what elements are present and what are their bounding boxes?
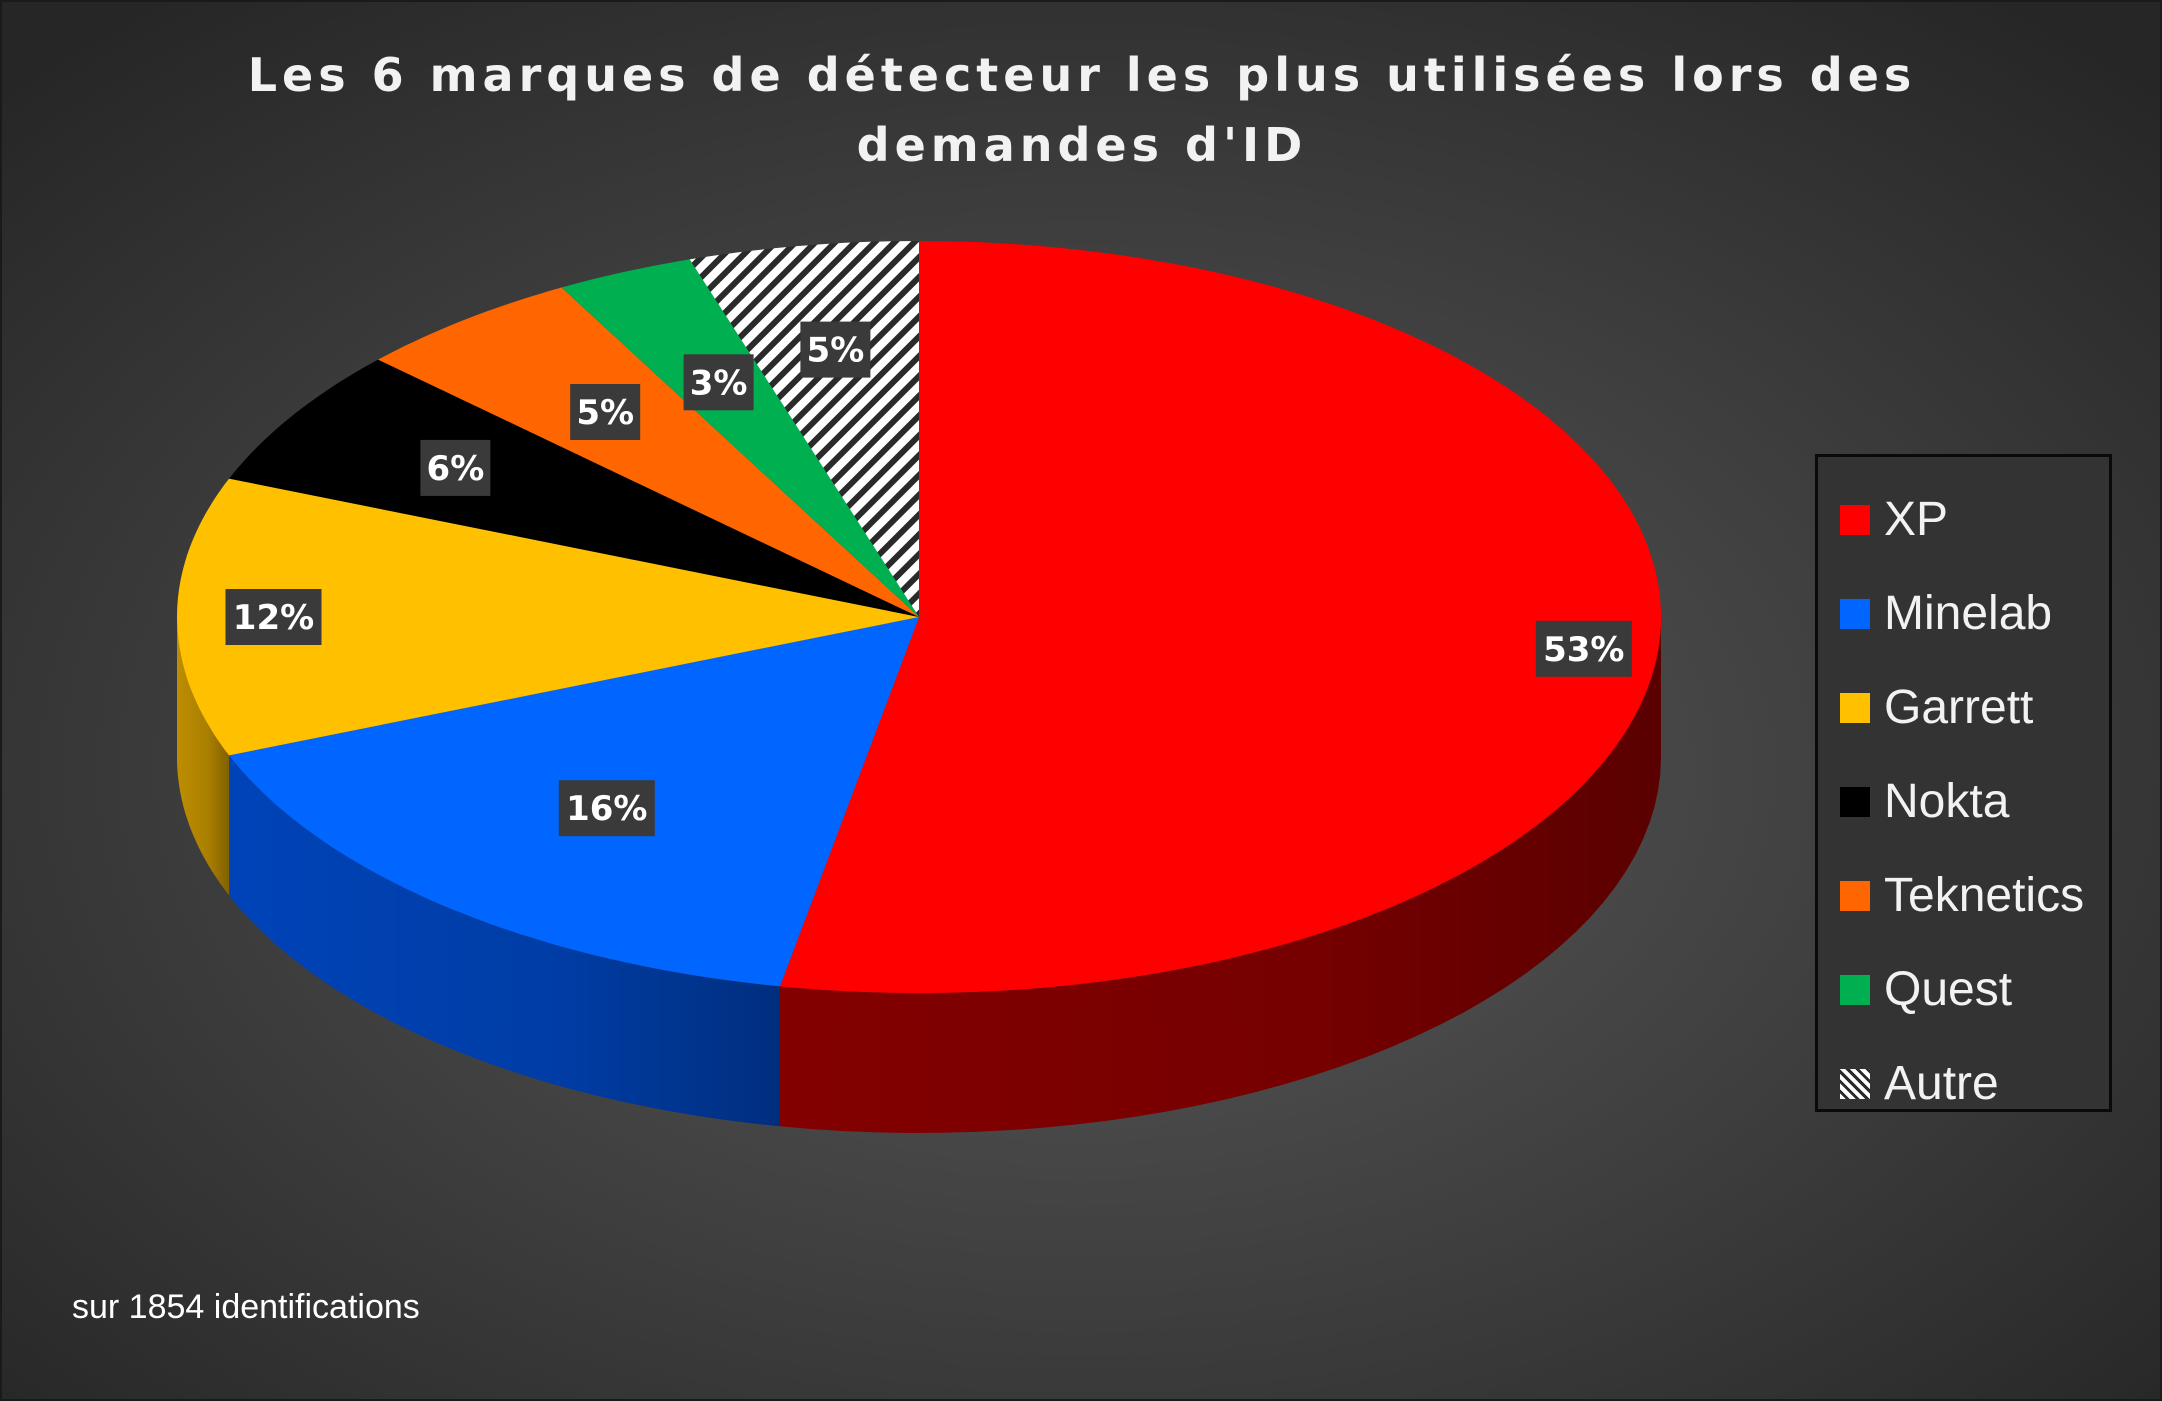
- legend-label: Garrett: [1884, 681, 2034, 734]
- pie-slice-teknetics[interactable]: [378, 287, 920, 618]
- legend-label: Minelab: [1884, 587, 2053, 640]
- legend-swatch-quest: [1840, 975, 1870, 1005]
- chart-title: Les 6 marques de détecteur les plus util…: [202, 40, 1962, 180]
- data-label-box: [570, 384, 641, 440]
- data-label-text: 53%: [1543, 630, 1624, 670]
- pie-data-labels: 53% 16% 12% 6% 5% 3% 5%: [225, 321, 1632, 837]
- data-label-teknetics: 5%: [570, 384, 641, 440]
- data-label-box: [683, 354, 754, 411]
- pie-side-shade-garrett: [177, 617, 230, 896]
- pie-slice-garrett[interactable]: [177, 478, 919, 756]
- legend-label: Autre: [1884, 1057, 1999, 1110]
- data-label-autre: 5%: [800, 321, 871, 378]
- data-label-minelab: 16%: [558, 780, 655, 837]
- data-label-xp: 53%: [1535, 620, 1632, 677]
- data-label-text: 16%: [566, 789, 647, 829]
- data-label-text: 3%: [690, 363, 748, 403]
- legend-item-autre[interactable]: Autre: [1840, 1037, 2109, 1131]
- legend-label: Teknetics: [1884, 869, 2085, 922]
- data-label-text: 12%: [233, 598, 314, 638]
- chart-title-line-2: demandes d'ID: [856, 118, 1308, 172]
- legend-item-nokta[interactable]: Nokta: [1840, 755, 2109, 849]
- chart-title-line-1: Les 6 marques de détecteur les plus util…: [247, 48, 1917, 102]
- legend-label: Nokta: [1884, 775, 2010, 828]
- legend-swatch-nokta: [1840, 787, 1870, 817]
- data-label-text: 6%: [427, 449, 485, 489]
- data-label-box: [225, 589, 322, 645]
- legend: XP Minelab Garrett Nokta Teknetics Quest Autre: [1815, 454, 2112, 1112]
- pie-slice-xp[interactable]: [780, 241, 1661, 993]
- pie-slices: [177, 241, 1661, 993]
- legend-item-minelab[interactable]: Minelab: [1840, 567, 2109, 661]
- legend-swatch-garrett: [1840, 693, 1870, 723]
- data-label-text: 5%: [576, 393, 634, 433]
- legend-swatch-teknetics: [1840, 881, 1870, 911]
- data-label-box: [800, 321, 871, 378]
- legend-swatch-minelab: [1840, 599, 1870, 629]
- legend-item-garrett[interactable]: Garrett: [1840, 661, 2109, 755]
- data-label-quest: 3%: [683, 354, 754, 411]
- legend-item-teknetics[interactable]: Teknetics: [1840, 849, 2109, 943]
- data-label-garrett: 12%: [225, 589, 322, 645]
- pie-side-shade-minelab: [229, 755, 781, 1127]
- data-label-nokta: 6%: [420, 439, 491, 496]
- legend-swatch-xp: [1840, 505, 1870, 535]
- legend-item-quest[interactable]: Quest: [1840, 943, 2109, 1037]
- pie-slice-nokta[interactable]: [229, 359, 920, 617]
- legend-label: Quest: [1884, 963, 2013, 1016]
- data-label-text: 5%: [807, 331, 865, 371]
- legend-label: XP: [1884, 493, 1949, 546]
- footnote: sur 1854 identifications: [72, 1288, 420, 1326]
- data-label-box: [1535, 620, 1632, 677]
- pie-sides: [177, 617, 1661, 1133]
- data-label-box: [420, 439, 491, 496]
- pie-slice-quest[interactable]: [561, 259, 920, 617]
- data-label-box: [558, 780, 655, 837]
- legend-item-xp[interactable]: XP: [1840, 473, 2109, 567]
- legend-swatch-autre: [1840, 1069, 1870, 1099]
- pie-side-shade-xp: [780, 617, 1661, 1133]
